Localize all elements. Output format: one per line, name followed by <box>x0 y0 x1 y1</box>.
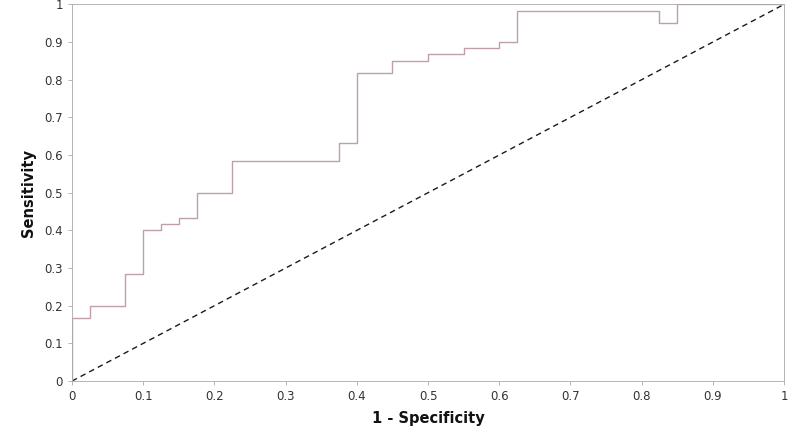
Y-axis label: Sensitivity: Sensitivity <box>21 149 36 237</box>
X-axis label: 1 - Specificity: 1 - Specificity <box>372 411 484 427</box>
